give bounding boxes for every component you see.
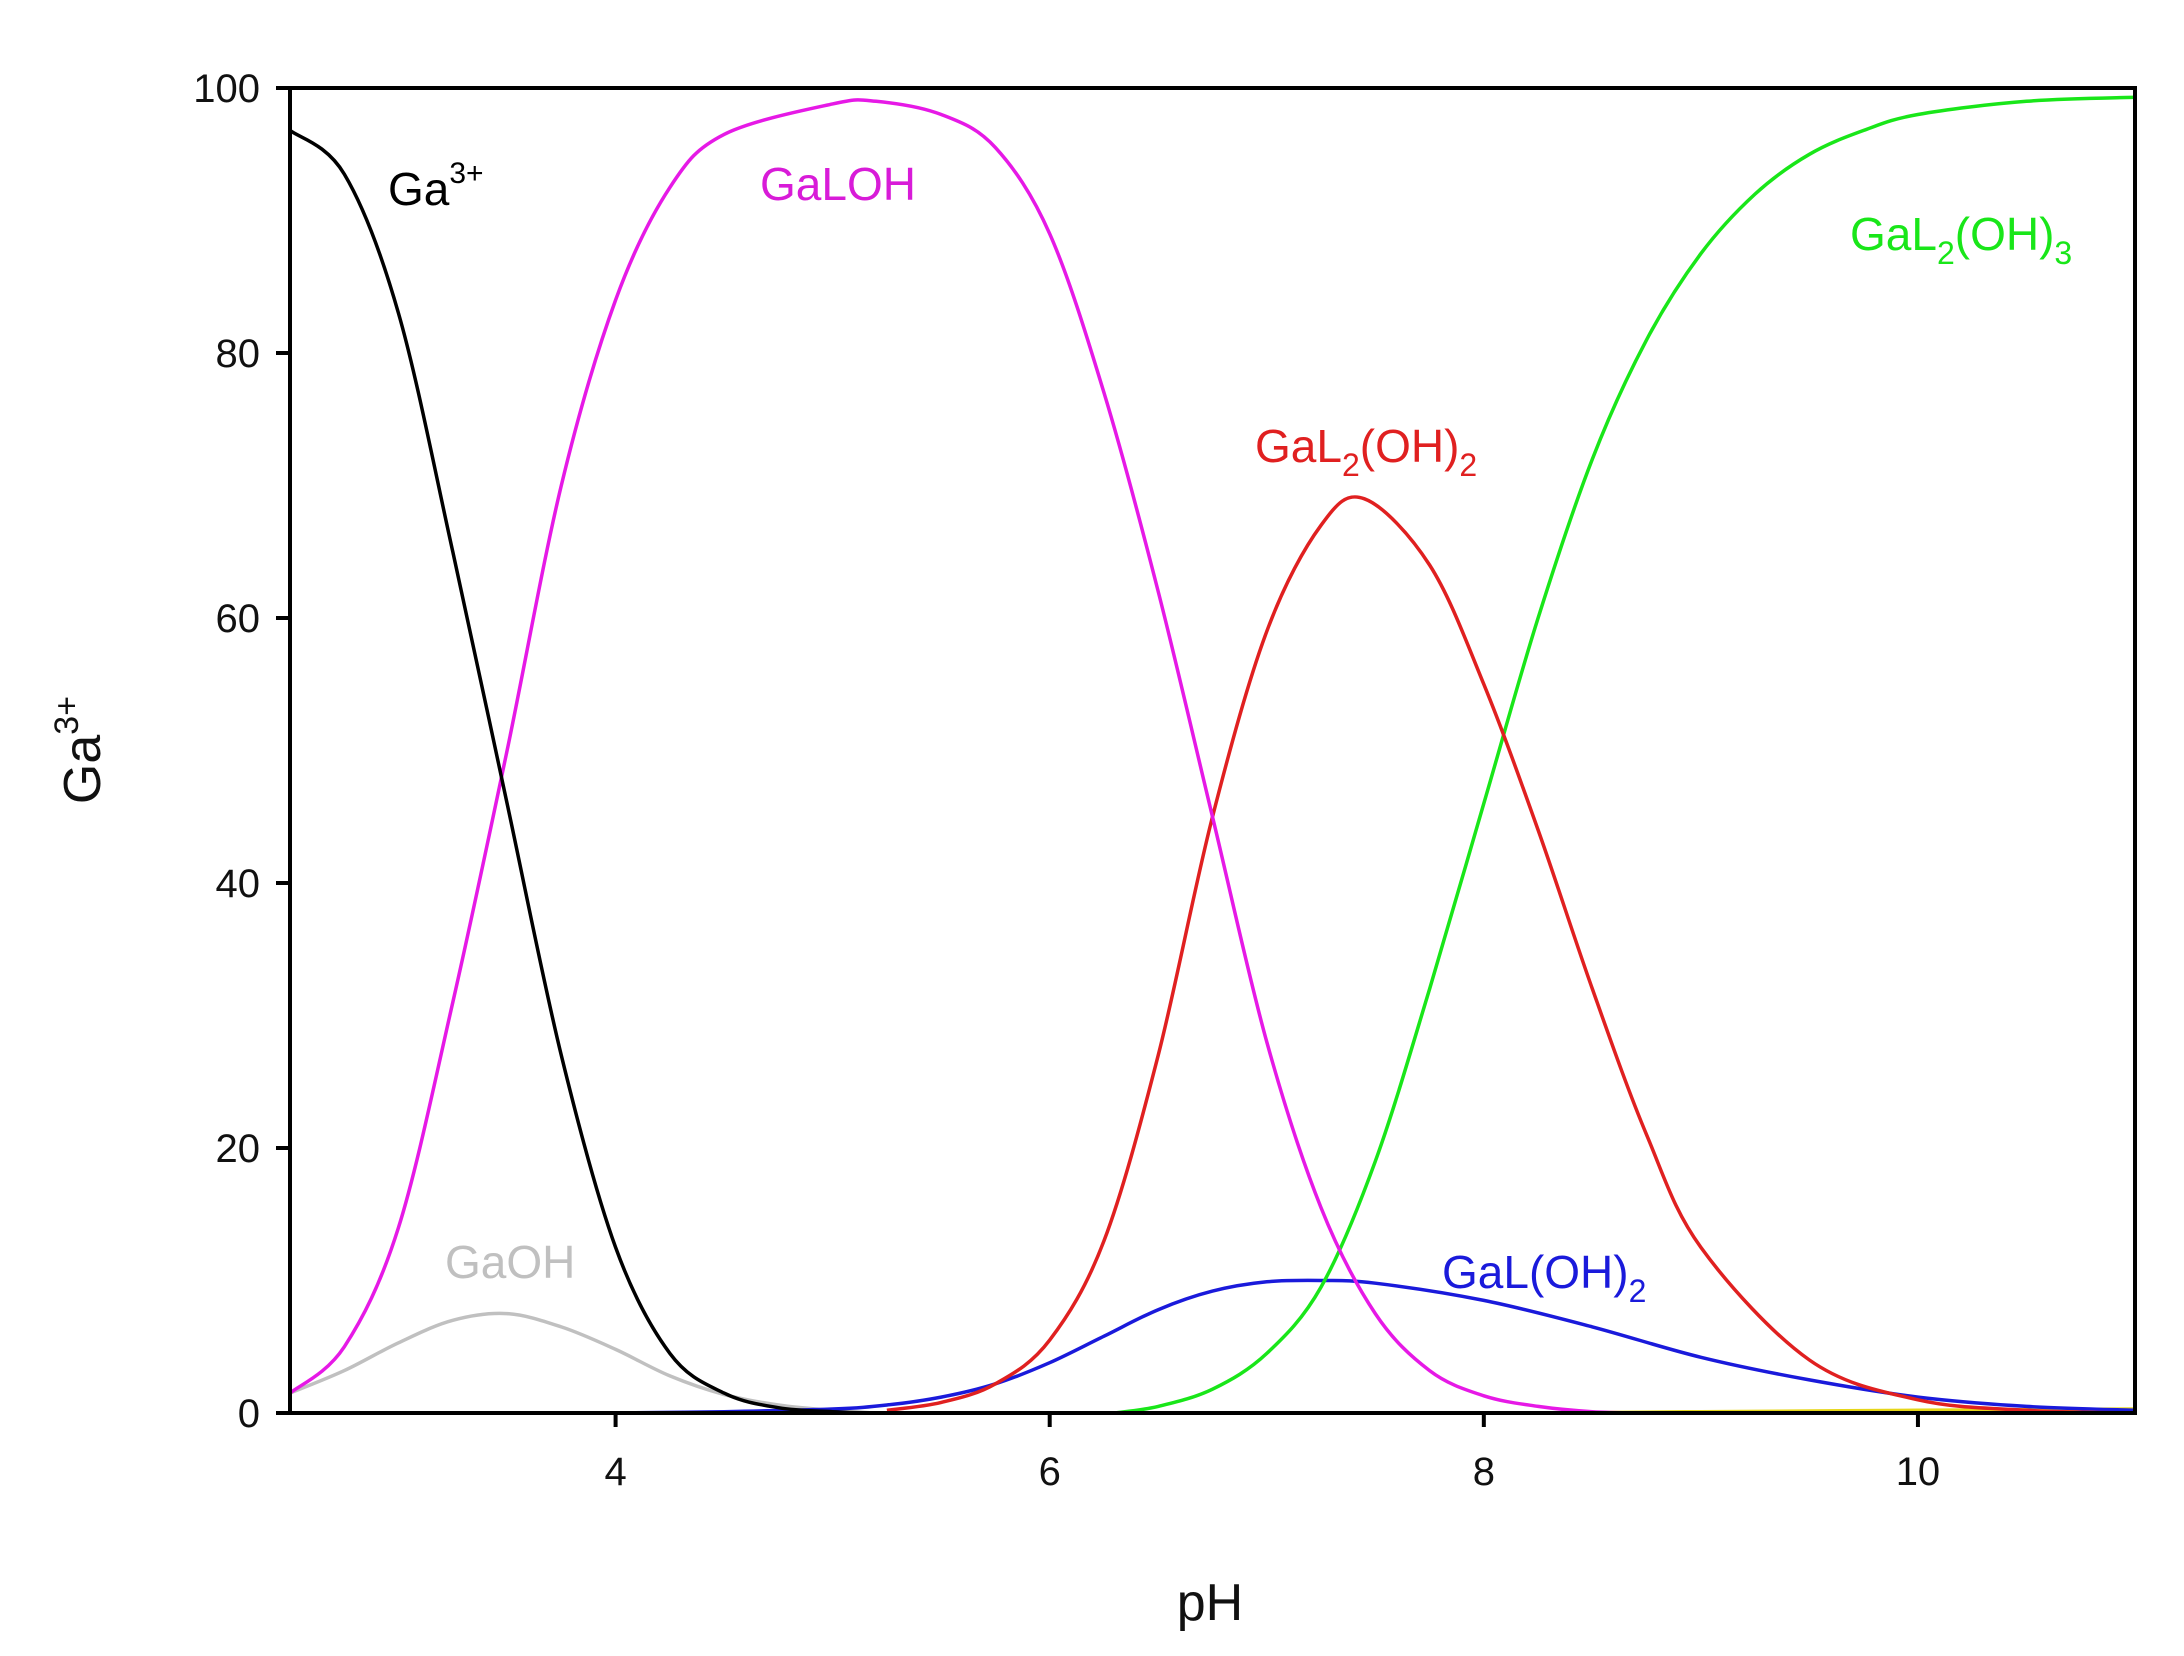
series-line-gaoh: [289, 1311, 2135, 1415]
label-gaoh: GaOH: [445, 1236, 575, 1288]
label-galoh2: GaL(OH)2: [1442, 1246, 1646, 1309]
y-tick-label: 40: [216, 862, 261, 906]
label-galoh: GaLOH: [760, 158, 916, 210]
series-line-gal2oh3: [1114, 95, 2136, 1415]
x-tick-label: 4: [604, 1450, 626, 1494]
x-tick-label: 6: [1039, 1450, 1061, 1494]
series-line-galoh: [288, 98, 1647, 1415]
label-gal2oh2: GaL2(OH)2: [1255, 420, 1477, 483]
series-line-gal2oh2: [886, 495, 2136, 1415]
x-axis-title: pH: [1177, 1574, 1243, 1632]
label-gal2oh3: GaL2(OH)3: [1850, 208, 2072, 271]
series-line-galoh2: [615, 1278, 2136, 1415]
y-tick-label: 80: [216, 332, 261, 376]
y-tick-label: 60: [216, 597, 261, 641]
y-tick-label: 0: [238, 1392, 260, 1436]
series-line-ga3: [288, 128, 887, 1415]
y-tick-label: 20: [216, 1127, 261, 1171]
plot-frame: [288, 86, 2137, 1415]
x-tick-label: 8: [1473, 1450, 1495, 1494]
y-tick-label: 100: [193, 67, 260, 111]
ticks-layer: 0 20 40 60 80 100 4 6 8 10: [193, 67, 1940, 1494]
x-tick-label: 10: [1896, 1450, 1941, 1494]
curves-layer: [288, 95, 2136, 1415]
label-ga3: Ga3+: [388, 157, 484, 215]
y-axis-title: Ga3+: [48, 696, 112, 804]
